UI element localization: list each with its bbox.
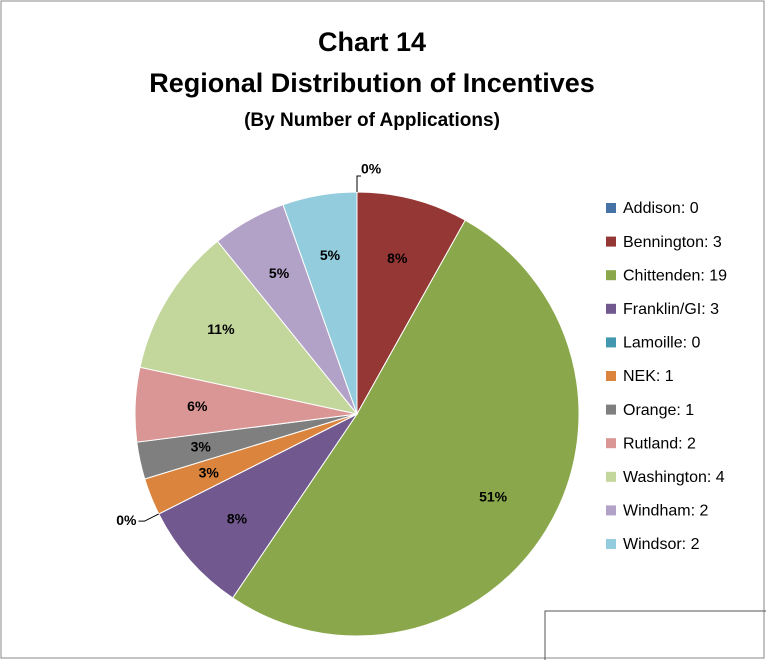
legend-label: Windsor: 2 bbox=[623, 536, 700, 553]
corner-box bbox=[544, 610, 766, 660]
legend-swatch bbox=[606, 203, 616, 213]
pie-slice bbox=[282, 191, 358, 415]
legend-label: Bennington: 3 bbox=[623, 234, 722, 251]
legend-swatch bbox=[606, 539, 616, 549]
data-label: 8% bbox=[387, 250, 408, 266]
data-label: 51% bbox=[479, 489, 508, 505]
data-label: 11% bbox=[207, 321, 235, 337]
data-label: 8% bbox=[227, 510, 248, 526]
legend-label: Windham: 2 bbox=[623, 503, 708, 520]
chart-subtitle: (By Number of Applications) bbox=[244, 110, 500, 131]
legend-swatch bbox=[606, 404, 616, 415]
legend-label: Chittenden: 19 bbox=[623, 267, 727, 284]
legend-label: Franklin/GI: 3 bbox=[623, 301, 719, 318]
legend-swatch bbox=[606, 337, 616, 348]
legend-swatch bbox=[606, 270, 616, 281]
chart-title: Chart 14 bbox=[318, 27, 426, 57]
leader-line bbox=[356, 175, 361, 192]
leader-line bbox=[138, 513, 159, 522]
legend-label: Washington: 4 bbox=[623, 469, 725, 486]
pie-slice bbox=[158, 412, 359, 599]
legend-swatch bbox=[606, 471, 616, 482]
legend-swatch bbox=[606, 438, 616, 449]
data-label: 0% bbox=[116, 512, 137, 528]
legend-label: Orange: 1 bbox=[623, 402, 694, 419]
legend-label: NEK: 1 bbox=[623, 368, 674, 385]
data-label: 5% bbox=[269, 265, 290, 281]
legend-label: Rutland: 2 bbox=[623, 435, 696, 452]
legend-label: Addison: 0 bbox=[623, 200, 699, 217]
legend-label: Lamoille: 0 bbox=[623, 335, 700, 352]
data-label: 3% bbox=[191, 438, 212, 454]
pie-slice bbox=[139, 240, 359, 415]
data-label: 0% bbox=[361, 161, 382, 177]
legend-swatch bbox=[606, 236, 616, 247]
legend-swatch bbox=[606, 303, 616, 314]
data-label: 3% bbox=[199, 464, 220, 480]
legend-swatch bbox=[606, 505, 616, 516]
legend-swatch bbox=[606, 371, 616, 381]
pie-slice bbox=[356, 191, 466, 416]
data-label: 5% bbox=[320, 247, 341, 263]
pie-slice bbox=[231, 219, 580, 637]
chart-subtitle: Regional Distribution of Incentives bbox=[149, 68, 595, 98]
data-label: 6% bbox=[187, 398, 208, 414]
